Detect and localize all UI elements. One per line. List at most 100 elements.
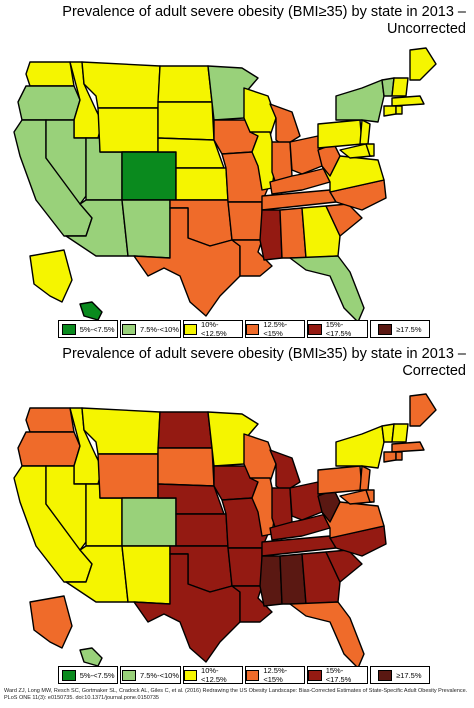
- state-or: [17, 85, 81, 121]
- state-ks: [175, 167, 229, 201]
- state-nh: [391, 423, 409, 443]
- state-ma: [391, 441, 425, 453]
- state-ga: [301, 205, 341, 259]
- state-fl: [289, 601, 365, 666]
- legend-item: 5%-<7.5%: [58, 666, 119, 684]
- state-ar: [227, 547, 263, 587]
- state-de: [365, 143, 375, 157]
- legend-label: 7.5%-<10%: [140, 670, 179, 680]
- legend-swatch: [122, 669, 136, 681]
- legend-label: ≥17.5%: [396, 324, 422, 334]
- legend-swatch: [308, 669, 322, 681]
- state-ms: [259, 555, 283, 607]
- title-line-2: Corrected: [402, 363, 466, 379]
- legend-swatch: [378, 669, 393, 681]
- state-ak: [29, 249, 73, 303]
- state-mi: [269, 103, 301, 147]
- state-mt: [81, 407, 161, 455]
- legend-label: 5%-<7.5%: [79, 670, 115, 680]
- us-map-corrected: [13, 393, 437, 666]
- state-ny: [335, 425, 385, 469]
- state-oh: [289, 135, 323, 175]
- state-ct: [383, 451, 397, 463]
- legend-label: 12.5%-<15%: [263, 320, 288, 338]
- legend-item: 7.5%-<10%: [120, 666, 181, 684]
- panel-title-corrected: Prevalence of adult severe obesity (BMI≥…: [6, 346, 466, 380]
- legend-item: 12.5%-<15%: [244, 320, 306, 338]
- us-map-uncorrected: [13, 47, 437, 320]
- state-wy: [97, 453, 159, 499]
- state-wa: [25, 61, 75, 87]
- state-nm: [121, 199, 171, 259]
- state-or: [17, 431, 81, 467]
- legend-item: 10%-<12.5%: [182, 320, 243, 338]
- legend-item: ≥17.5%: [369, 666, 430, 684]
- state-ct: [383, 105, 397, 117]
- state-de: [365, 489, 375, 503]
- legend-label: 7.5%-<10%: [140, 324, 179, 334]
- state-hi: [79, 301, 103, 320]
- title-line-1: Prevalence of adult severe obesity (BMI≥…: [62, 4, 466, 20]
- state-ny: [335, 79, 385, 123]
- citation: Ward ZJ, Long MW, Resch SC, Gortmaker SL…: [4, 688, 470, 702]
- legend-item: 10%-<12.5%: [182, 666, 243, 684]
- state-ri: [395, 105, 403, 115]
- citation-line-2: PLoS ONE 11(3): e0150735. doi:10.1371/jo…: [4, 695, 159, 701]
- state-az: [65, 199, 129, 257]
- state-me: [409, 393, 437, 427]
- legend-swatch: [183, 669, 198, 681]
- legend-label: 15%-<17.5%: [325, 666, 352, 684]
- state-fl: [289, 255, 365, 320]
- state-tx: [133, 553, 241, 663]
- state-co: [121, 497, 177, 547]
- state-ms: [259, 209, 283, 261]
- state-mi: [269, 449, 301, 493]
- state-co: [121, 151, 177, 201]
- state-ak: [29, 595, 73, 649]
- legend-uncorrected: 5%-<7.5% 7.5%-<10% 10%-<12.5% 12.5%-<15% 15%…: [58, 320, 430, 338]
- state-wy: [97, 107, 159, 153]
- title-line-1: Prevalence of adult severe obesity (BMI≥…: [62, 346, 466, 362]
- legend-label: 15%-<17.5%: [325, 320, 352, 338]
- state-oh: [289, 481, 323, 521]
- legend-item: 7.5%-<10%: [120, 320, 181, 338]
- legend-swatch: [308, 323, 322, 335]
- state-wi: [243, 87, 277, 137]
- state-sd: [157, 101, 215, 141]
- legend-label: 10%-<12.5%: [201, 666, 227, 684]
- legend-swatch: [61, 323, 76, 335]
- state-ga: [301, 551, 341, 605]
- state-wi: [243, 433, 277, 483]
- legend-swatch: [183, 323, 198, 335]
- state-sc: [325, 203, 363, 237]
- state-mt: [81, 61, 161, 109]
- state-wa: [25, 407, 75, 433]
- legend-item: 12.5%-<15%: [244, 666, 306, 684]
- state-nh: [391, 77, 409, 97]
- state-pa: [317, 119, 363, 149]
- citation-line-1: Ward ZJ, Long MW, Resch SC, Gortmaker SL…: [4, 688, 468, 694]
- legend-swatch: [122, 323, 136, 335]
- legend-corrected: 5%-<7.5% 7.5%-<10% 10%-<12.5% 12.5%-<15% 15%…: [58, 666, 430, 684]
- legend-label: 12.5%-<15%: [263, 666, 288, 684]
- legend-label: ≥17.5%: [396, 670, 422, 680]
- state-ri: [395, 451, 403, 461]
- state-nm: [121, 545, 171, 605]
- state-nj: [359, 119, 371, 145]
- panel-title-uncorrected: Prevalence of adult severe obesity (BMI≥…: [6, 4, 466, 38]
- title-line-2: Uncorrected: [387, 21, 466, 37]
- legend-label: 10%-<12.5%: [201, 320, 227, 338]
- state-nd: [157, 411, 213, 449]
- state-az: [65, 545, 129, 603]
- state-hi: [79, 647, 103, 666]
- legend-item: ≥17.5%: [369, 320, 430, 338]
- legend-item: 15%-<17.5%: [307, 666, 368, 684]
- state-ks: [175, 513, 229, 547]
- state-ma: [391, 95, 425, 107]
- legend-item: 5%-<7.5%: [58, 320, 119, 338]
- legend-swatch: [245, 323, 260, 335]
- legend-swatch: [378, 323, 393, 335]
- state-tx: [133, 207, 241, 317]
- state-ar: [227, 201, 263, 241]
- state-pa: [317, 465, 363, 495]
